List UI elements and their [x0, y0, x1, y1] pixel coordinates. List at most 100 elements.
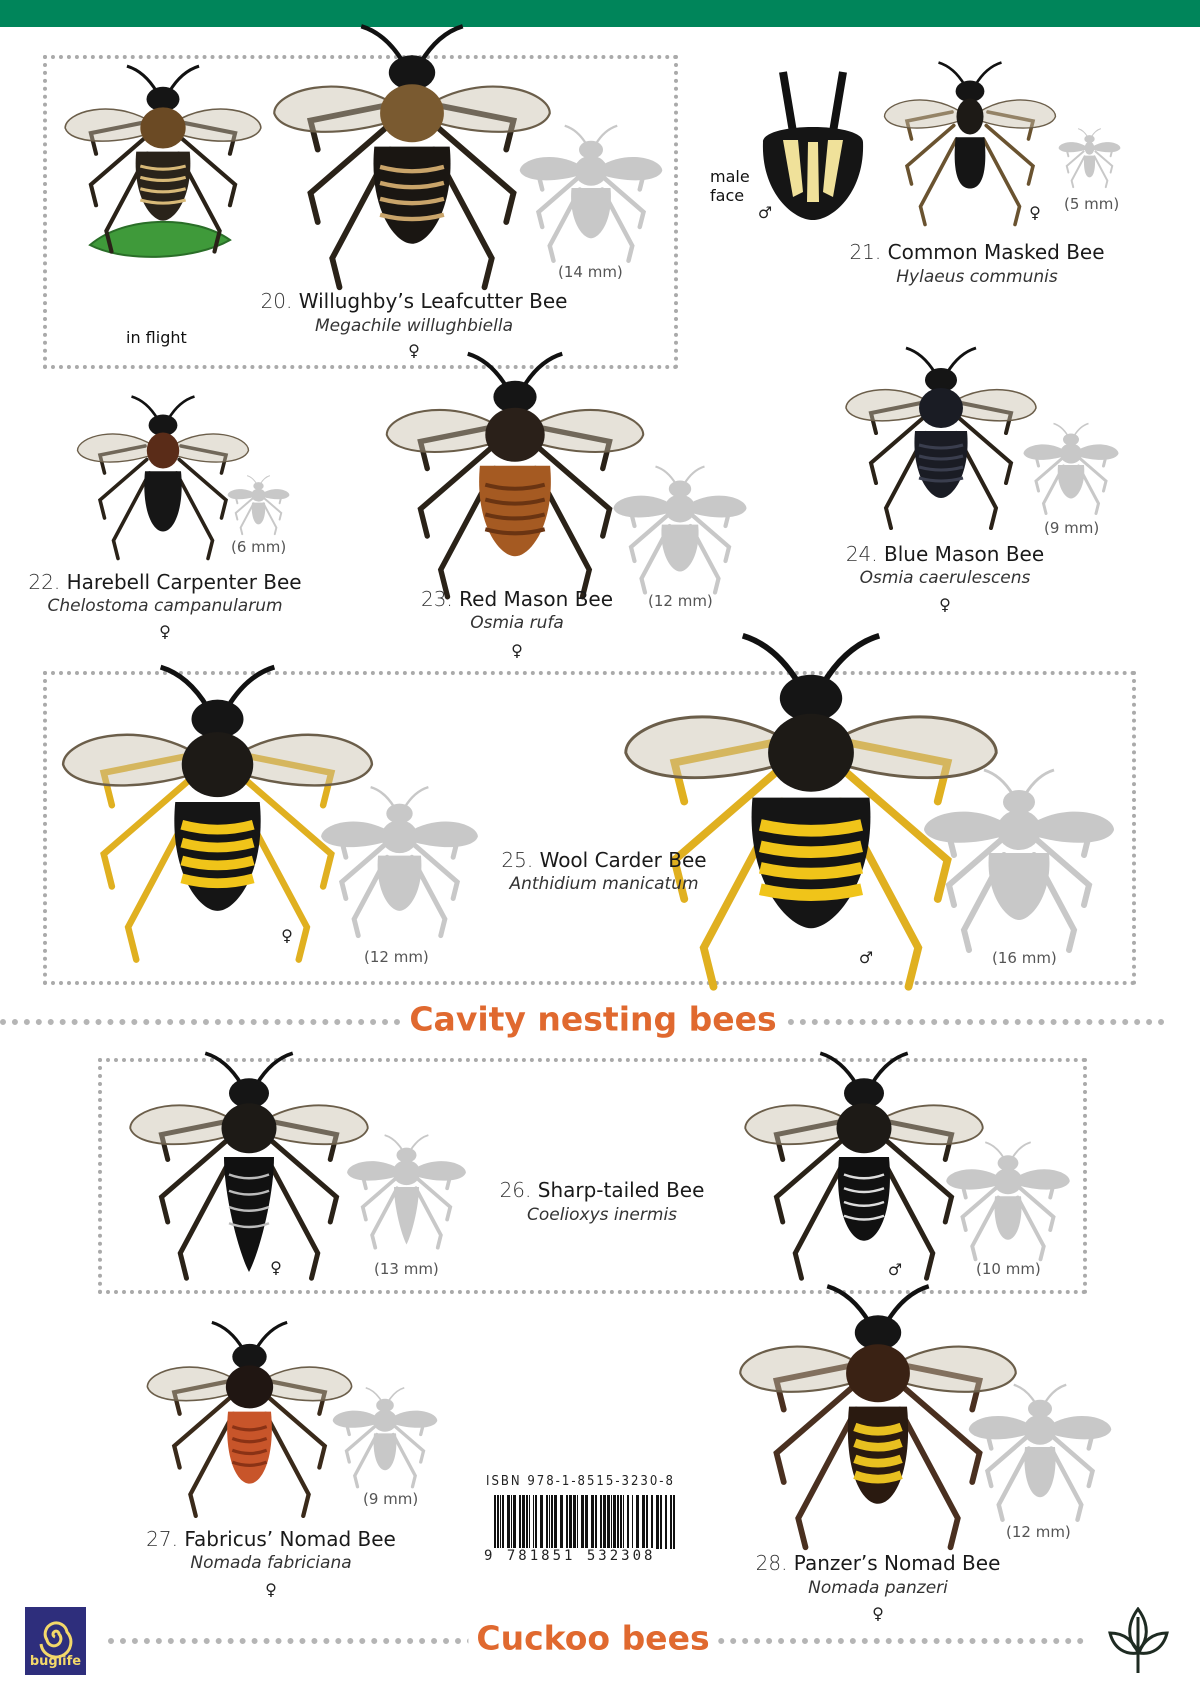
- isbn-label: ISBN 978-1-8515-3230-8: [486, 1474, 675, 1489]
- leg: [986, 110, 1036, 141]
- size-label-21: (5 mm): [1064, 195, 1120, 213]
- abdomen: [1083, 155, 1095, 177]
- leg: [239, 501, 255, 535]
- thorax: [372, 1409, 398, 1432]
- leg: [307, 124, 389, 225]
- leg: [957, 416, 1014, 485]
- bee-26-male: [744, 1051, 984, 1281]
- head: [955, 80, 985, 103]
- head: [146, 86, 180, 112]
- leg: [773, 1138, 844, 1225]
- head: [1063, 433, 1079, 446]
- right-wing: [1029, 811, 1114, 843]
- barcode-bar: [535, 1495, 537, 1549]
- leg: [954, 431, 999, 530]
- silhouette-23: [613, 465, 747, 595]
- left-wing: [519, 156, 584, 181]
- leg: [904, 1363, 984, 1413]
- leg: [628, 513, 670, 564]
- right-wing: [950, 388, 1037, 422]
- right-wing: [172, 108, 262, 142]
- leg: [176, 151, 222, 254]
- left-wing: [845, 388, 932, 422]
- antennae: [984, 1141, 1032, 1160]
- leg: [97, 457, 149, 520]
- barcode-bar: [500, 1495, 501, 1549]
- scientific-name-26: Coelioxys inermis: [526, 1205, 678, 1225]
- leg: [773, 1119, 842, 1162]
- antennae: [126, 64, 200, 93]
- leg: [350, 854, 390, 938]
- species-name: Red Mason Bee: [459, 587, 614, 611]
- barcode-bar: [551, 1495, 553, 1549]
- leg: [772, 1363, 852, 1413]
- antennae: [938, 61, 1002, 86]
- scientific-name-21: Hylaeus communis: [896, 267, 1058, 287]
- leg: [904, 110, 954, 141]
- size-label-20: (14 mm): [558, 263, 623, 281]
- head: [668, 480, 692, 498]
- barcode-bar: [591, 1495, 594, 1549]
- leg: [88, 120, 145, 156]
- abdomen-stripe: [918, 454, 964, 461]
- barcode-bar: [620, 1495, 622, 1549]
- abdomen: [914, 431, 968, 498]
- species-title-25: 25. Wool Carder Bee: [501, 848, 706, 872]
- abdomen: [661, 524, 699, 572]
- barcode-bar: [522, 1495, 525, 1549]
- barcode-bar: [632, 1495, 633, 1549]
- species-title-21: 21. Common Masked Bee: [849, 240, 1104, 264]
- thorax: [574, 155, 608, 186]
- leg: [369, 1185, 399, 1249]
- abdomen: [571, 188, 611, 239]
- leg: [415, 1176, 452, 1221]
- head: [997, 1155, 1019, 1171]
- left-wing: [129, 1104, 238, 1146]
- leaf-illustration: [88, 220, 232, 258]
- head: [385, 803, 413, 823]
- leg: [266, 1394, 327, 1470]
- leg: [970, 1195, 1001, 1262]
- head: [854, 1315, 902, 1351]
- abdomen-stripe: [379, 180, 445, 190]
- barcode-bar: [673, 1495, 675, 1549]
- leg: [547, 187, 582, 263]
- leg: [886, 1119, 955, 1162]
- thorax: [846, 1344, 910, 1403]
- species-number: 26.: [499, 1178, 532, 1202]
- leg: [981, 137, 1022, 227]
- leg: [97, 444, 147, 475]
- abdomen-stripe: [843, 1200, 885, 1207]
- left-wing: [1058, 141, 1086, 152]
- leg: [111, 471, 152, 561]
- leg: [179, 444, 229, 475]
- right-wing: [891, 1345, 1017, 1393]
- in-flight-label: in flight: [126, 328, 187, 347]
- leg: [338, 841, 387, 901]
- leg: [238, 801, 310, 963]
- section-heading-cuckoo: Cuckoo bees: [468, 1618, 718, 1658]
- leg: [918, 137, 959, 227]
- size-label-27: (9 mm): [363, 1490, 419, 1508]
- barcode-bar: [573, 1495, 576, 1549]
- leg: [417, 425, 491, 472]
- female-symbol: ♀: [939, 595, 951, 614]
- abdomen: [1057, 465, 1085, 499]
- right-wing: [598, 156, 663, 181]
- barcode-bar: [502, 1495, 504, 1549]
- leg: [688, 523, 721, 595]
- head: [844, 1078, 884, 1109]
- barcode-bar: [646, 1495, 648, 1549]
- leaf-icon: [1108, 1607, 1169, 1673]
- leg: [88, 136, 147, 208]
- leg: [670, 768, 780, 903]
- leg: [171, 1378, 230, 1416]
- abdomen-stripe: [918, 476, 964, 483]
- leg: [329, 146, 394, 291]
- size-label-26-male: (10 mm): [976, 1260, 1041, 1278]
- female-symbol: ♀: [408, 341, 420, 360]
- head: [579, 140, 603, 159]
- leg: [393, 1424, 426, 1464]
- right-wing: [412, 1160, 466, 1181]
- scientific-name-28: Nomada panzeri: [808, 1578, 948, 1598]
